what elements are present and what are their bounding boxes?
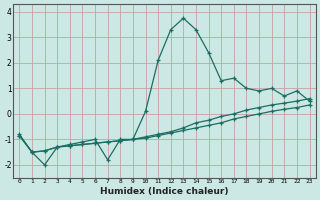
X-axis label: Humidex (Indice chaleur): Humidex (Indice chaleur) (100, 187, 229, 196)
